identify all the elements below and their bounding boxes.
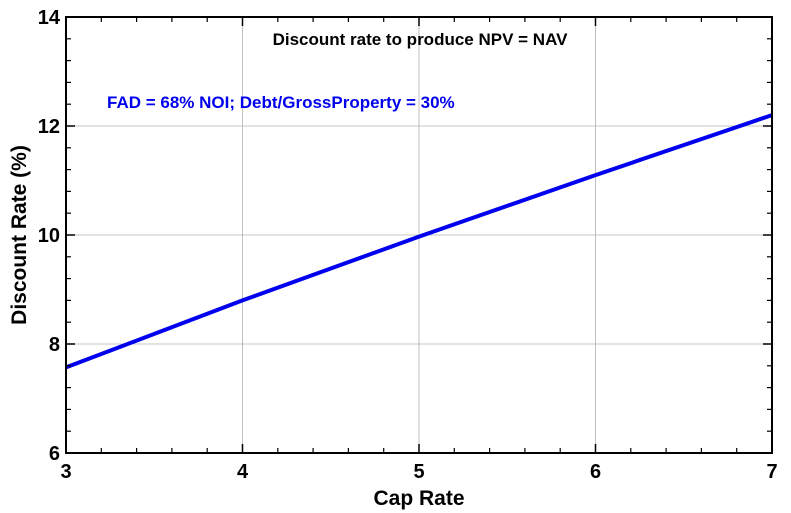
y-tick-labels: 6 8 10 12 14: [38, 7, 61, 465]
x-tick-label: 3: [60, 461, 71, 483]
x-tick-label: 7: [766, 461, 777, 483]
x-axis-label: Cap Rate: [373, 487, 464, 510]
chart-annotation: FAD = 68% NOI; Debt/GrossProperty = 30%: [107, 93, 455, 112]
y-tick-label: 14: [38, 7, 61, 29]
ticks: [65, 16, 773, 454]
chart-title: Discount rate to produce NPV = NAV: [273, 30, 569, 49]
x-tick-labels: 3 4 5 6 7: [60, 461, 777, 483]
y-tick-label: 10: [38, 225, 60, 247]
y-tick-label: 8: [49, 334, 60, 356]
y-tick-label: 6: [49, 443, 60, 465]
x-tick-label: 5: [413, 461, 424, 483]
x-tick-label: 4: [237, 461, 249, 483]
y-tick-label: 12: [38, 116, 60, 138]
series-layer: [65, 113, 773, 370]
series-line: [65, 113, 773, 370]
y-axis-label: Discount Rate (%): [8, 145, 31, 325]
x-tick-label: 6: [590, 461, 601, 483]
